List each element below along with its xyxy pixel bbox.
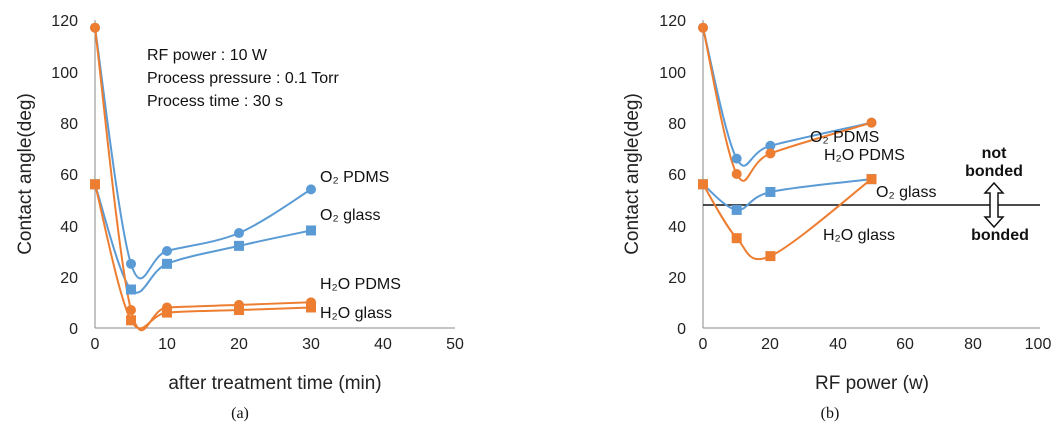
chart-b-x-axis-label: RF power (w) [815, 373, 929, 394]
y-tick-label: 100 [51, 65, 78, 82]
y-tick-label: 120 [51, 13, 78, 30]
series-line [94, 183, 312, 294]
data-point [162, 307, 172, 318]
data-point [731, 233, 742, 244]
x-tick-label: 10 [158, 336, 176, 353]
chart-b-axes [702, 20, 1040, 329]
x-tick-label: 60 [896, 336, 914, 353]
data-point [698, 179, 708, 190]
x-tick-label: 80 [964, 336, 982, 353]
y-tick-label: 40 [60, 219, 78, 236]
chart-b-series-labels: O₂ PDMS H₂O PDMS O₂ glass H₂O glass [810, 129, 936, 244]
data-point [765, 251, 776, 262]
bonded-label: bonded [971, 227, 1029, 244]
data-point [765, 140, 776, 151]
y-tick-label: 60 [60, 167, 78, 184]
x-tick-label: 40 [374, 336, 392, 353]
x-tick-label: 0 [91, 336, 100, 353]
chart-a-caption: (a) [231, 405, 249, 422]
chart-a: 0 20 40 60 80 100 120 0 10 20 30 40 50 a… [15, 13, 464, 422]
data-point [126, 315, 136, 326]
chart-a-x-ticks: 0 10 20 30 40 50 [91, 336, 464, 353]
data-point [765, 148, 776, 159]
series-line [94, 27, 312, 280]
chart-a-y-axis-label: Contact angle(deg) [15, 93, 36, 255]
data-point [90, 179, 100, 190]
chart-b-y-axis-label: Contact angle(deg) [622, 93, 643, 255]
series-label: O₂ glass [320, 207, 380, 224]
series-label: H₂O glass [823, 227, 895, 244]
not-bonded-label-line1: not [982, 145, 1008, 162]
x-tick-label: 0 [699, 336, 708, 353]
condition-rf-power: RF power : 10 W [147, 47, 268, 64]
x-tick-label: 20 [230, 336, 248, 353]
data-point [698, 22, 708, 33]
chart-a-x-axis-label: after treatment time (min) [168, 373, 381, 394]
x-tick-label: 50 [446, 336, 464, 353]
chart-b-y-ticks: 0 20 40 60 80 100 120 [659, 13, 686, 338]
chart-b-caption: (b) [821, 405, 840, 422]
data-point [126, 284, 136, 295]
data-point [765, 186, 776, 197]
not-bonded-label-line2: bonded [965, 163, 1023, 180]
chart-a-y-ticks: 0 20 40 60 80 100 120 [51, 13, 78, 338]
condition-pressure: Process pressure : 0.1 Torr [147, 70, 339, 87]
chart-a-series-labels: O₂ PDMS O₂ glass H₂O PDMS H₂O glass [320, 169, 401, 322]
y-tick-label: 80 [668, 116, 686, 133]
double-arrow-icon [983, 181, 1005, 229]
data-point [162, 258, 172, 269]
chart-a-axes [94, 20, 455, 329]
data-point [90, 22, 100, 33]
data-point [306, 302, 316, 313]
data-point [306, 225, 316, 236]
y-tick-label: 120 [659, 13, 686, 30]
y-tick-label: 20 [668, 270, 686, 287]
data-point [234, 240, 244, 251]
y-tick-label: 0 [69, 321, 78, 338]
data-point [731, 169, 742, 179]
series-line [702, 27, 872, 167]
series-label: H₂O glass [320, 305, 392, 322]
chart-a-conditions: RF power : 10 W Process pressure : 0.1 T… [147, 47, 339, 110]
data-point [234, 305, 244, 316]
series-line [702, 27, 872, 182]
y-tick-label: 100 [659, 65, 686, 82]
data-point [234, 228, 244, 239]
series-line [702, 178, 873, 261]
chart-a-series [90, 22, 316, 332]
series-line [702, 178, 872, 211]
data-point [162, 246, 172, 256]
y-tick-label: 20 [60, 270, 78, 287]
series-label: H₂O PDMS [824, 147, 905, 164]
series-label: O₂ PDMS [810, 129, 879, 146]
chart-b-series [698, 22, 877, 262]
series-label: O₂ glass [876, 184, 936, 201]
data-point [126, 258, 136, 269]
condition-time: Process time : 30 s [147, 93, 283, 110]
y-tick-label: 80 [60, 116, 78, 133]
data-point [731, 204, 742, 215]
x-tick-label: 40 [829, 336, 847, 353]
chart-b-x-ticks: 0 20 40 60 80 100 [699, 336, 1052, 353]
x-tick-label: 30 [302, 336, 320, 353]
x-tick-label: 20 [761, 336, 779, 353]
data-point [866, 174, 877, 185]
y-tick-label: 40 [668, 219, 686, 236]
y-tick-label: 60 [668, 167, 686, 184]
data-point [126, 305, 136, 316]
x-tick-label: 100 [1025, 336, 1052, 353]
data-point [306, 184, 316, 195]
series-label: O₂ PDMS [320, 169, 389, 186]
data-point [731, 153, 742, 164]
series-label: H₂O PDMS [320, 276, 401, 293]
chart-b: 0 20 40 60 80 100 120 0 20 40 60 80 100 … [622, 13, 1051, 422]
data-point [866, 117, 877, 128]
chart-b-bonding-annotation: not bonded bonded [965, 145, 1029, 244]
y-tick-label: 0 [677, 321, 686, 338]
